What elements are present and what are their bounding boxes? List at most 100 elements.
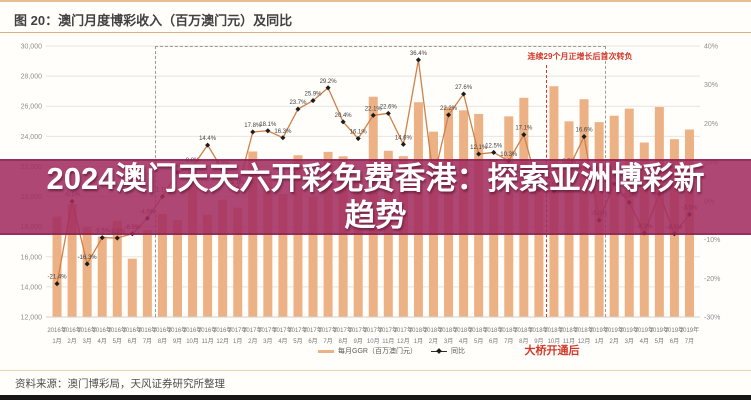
svg-text:10月: 10月 bbox=[186, 338, 199, 345]
svg-text:2016年: 2016年 bbox=[168, 326, 187, 334]
svg-text:12.5%: 12.5% bbox=[485, 143, 503, 149]
svg-text:4月: 4月 bbox=[459, 338, 468, 345]
chart-title: 图 20：澳门月度博彩收入（百万澳门元）及同比 bbox=[14, 13, 293, 28]
svg-text:11月: 11月 bbox=[201, 338, 213, 345]
svg-text:2016年: 2016年 bbox=[77, 326, 96, 334]
source-divider bbox=[0, 370, 751, 371]
svg-text:2月: 2月 bbox=[67, 338, 76, 345]
svg-text:14.6%: 14.6% bbox=[395, 135, 413, 141]
svg-text:2018年: 2018年 bbox=[544, 326, 563, 334]
svg-text:2019年: 2019年 bbox=[650, 326, 669, 334]
svg-text:16.1%: 16.1% bbox=[350, 130, 368, 136]
svg-text:22.2%: 22.2% bbox=[440, 106, 458, 112]
svg-text:3月: 3月 bbox=[625, 338, 634, 345]
svg-text:-20%: -20% bbox=[704, 276, 720, 283]
svg-text:2018年: 2018年 bbox=[484, 326, 503, 334]
svg-text:-30%: -30% bbox=[704, 315, 720, 322]
svg-text:2018年: 2018年 bbox=[424, 326, 443, 334]
svg-text:6月: 6月 bbox=[128, 338, 137, 345]
svg-text:2019年: 2019年 bbox=[680, 326, 699, 334]
bridge-annotation: 大桥开通后 bbox=[524, 345, 580, 357]
svg-text:2018年: 2018年 bbox=[574, 326, 593, 334]
svg-text:12月: 12月 bbox=[397, 338, 410, 345]
svg-text:2019年: 2019年 bbox=[620, 326, 639, 334]
overlay-banner: 2024澳门天天六开彩免费香港：探索亚洲博彩新趋势 bbox=[0, 159, 751, 235]
svg-text:10.3%: 10.3% bbox=[500, 152, 518, 158]
svg-text:-16.3%: -16.3% bbox=[78, 255, 98, 261]
source-note: 资料来源：澳门博彩局，天风证券研究所整理 bbox=[15, 378, 225, 390]
svg-text:17.1%: 17.1% bbox=[515, 126, 533, 132]
svg-text:2月: 2月 bbox=[610, 338, 619, 345]
svg-text:16,000: 16,000 bbox=[21, 254, 43, 261]
svg-text:2017年: 2017年 bbox=[273, 326, 292, 334]
svg-text:2016年: 2016年 bbox=[198, 326, 217, 334]
overlay-headline: 2024澳门天天六开彩免费香港：探索亚洲博彩新趋势 bbox=[46, 161, 705, 233]
svg-text:28,000: 28,000 bbox=[21, 74, 43, 81]
svg-text:25.9%: 25.9% bbox=[305, 92, 323, 98]
svg-text:2016年: 2016年 bbox=[138, 326, 157, 334]
svg-text:2017年: 2017年 bbox=[228, 326, 247, 334]
svg-text:5月: 5月 bbox=[113, 338, 122, 345]
svg-text:1月: 1月 bbox=[414, 338, 423, 345]
svg-text:22.1%: 22.1% bbox=[365, 106, 383, 112]
svg-text:2018年: 2018年 bbox=[514, 326, 533, 334]
svg-text:8月: 8月 bbox=[519, 338, 528, 345]
svg-text:30,000: 30,000 bbox=[21, 44, 43, 51]
svg-text:-10%: -10% bbox=[704, 237, 720, 244]
svg-text:2018年: 2018年 bbox=[499, 326, 518, 334]
svg-text:10月: 10月 bbox=[367, 338, 380, 345]
svg-text:11月: 11月 bbox=[382, 338, 394, 345]
svg-text:2016年: 2016年 bbox=[93, 326, 112, 334]
svg-text:2017年: 2017年 bbox=[243, 326, 262, 334]
svg-text:2016年: 2016年 bbox=[108, 326, 127, 334]
svg-text:2月: 2月 bbox=[248, 338, 257, 345]
bar-series-swatch bbox=[318, 349, 334, 353]
svg-text:2019年: 2019年 bbox=[589, 326, 608, 334]
svg-text:6月: 6月 bbox=[670, 338, 679, 345]
svg-text:2018年: 2018年 bbox=[439, 326, 458, 334]
svg-text:2017年: 2017年 bbox=[318, 326, 337, 334]
svg-text:2018年: 2018年 bbox=[469, 326, 488, 334]
legend-item-ggr: 每月GGR（百万澳门元） bbox=[318, 346, 417, 356]
svg-text:8月: 8月 bbox=[338, 338, 347, 345]
svg-text:9月: 9月 bbox=[173, 338, 182, 345]
svg-text:2017年: 2017年 bbox=[349, 326, 368, 334]
svg-text:24,000: 24,000 bbox=[21, 134, 43, 141]
svg-text:-21.4%: -21.4% bbox=[48, 275, 68, 281]
svg-text:2017年: 2017年 bbox=[258, 326, 277, 334]
svg-text:36.4%: 36.4% bbox=[410, 51, 428, 57]
svg-text:2017年: 2017年 bbox=[303, 326, 322, 334]
svg-text:16.6%: 16.6% bbox=[576, 128, 594, 134]
svg-text:2016年: 2016年 bbox=[47, 326, 66, 334]
svg-text:5月: 5月 bbox=[474, 338, 483, 345]
svg-text:29.2%: 29.2% bbox=[320, 79, 338, 85]
svg-text:17.8%: 17.8% bbox=[244, 123, 262, 129]
svg-text:8月: 8月 bbox=[158, 338, 167, 345]
svg-text:7月: 7月 bbox=[143, 338, 152, 345]
svg-text:23.7%: 23.7% bbox=[289, 100, 307, 106]
svg-text:2019年: 2019年 bbox=[605, 326, 624, 334]
svg-text:2016年: 2016年 bbox=[123, 326, 142, 334]
svg-text:9月: 9月 bbox=[354, 338, 363, 345]
svg-text:7月: 7月 bbox=[323, 338, 332, 345]
legend-yoy-label: 同比 bbox=[450, 348, 465, 355]
svg-text:2017年: 2017年 bbox=[394, 326, 413, 334]
svg-text:2018年: 2018年 bbox=[409, 326, 428, 334]
svg-text:2016年: 2016年 bbox=[153, 326, 172, 334]
svg-text:5月: 5月 bbox=[655, 338, 664, 345]
svg-text:12,000: 12,000 bbox=[21, 315, 43, 322]
svg-text:2019年: 2019年 bbox=[665, 326, 684, 334]
svg-text:2016年: 2016年 bbox=[183, 326, 202, 334]
chart-legend: 每月GGR（百万澳门元） 同比 bbox=[318, 346, 465, 356]
svg-text:2018年: 2018年 bbox=[559, 326, 578, 334]
svg-text:2018年: 2018年 bbox=[454, 326, 473, 334]
growth-annotation: 连续29个月正增长后首次转负 bbox=[527, 52, 633, 61]
diamond-marker-icon bbox=[436, 347, 442, 354]
svg-text:16.3%: 16.3% bbox=[274, 129, 292, 135]
svg-text:20.4%: 20.4% bbox=[335, 113, 353, 119]
svg-text:6月: 6月 bbox=[308, 338, 317, 345]
svg-text:40%: 40% bbox=[704, 44, 718, 51]
svg-text:22.6%: 22.6% bbox=[380, 104, 398, 110]
svg-text:7月: 7月 bbox=[685, 338, 694, 345]
svg-text:4月: 4月 bbox=[640, 338, 649, 345]
